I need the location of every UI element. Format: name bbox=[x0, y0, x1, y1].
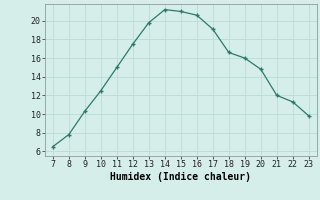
X-axis label: Humidex (Indice chaleur): Humidex (Indice chaleur) bbox=[110, 172, 251, 182]
